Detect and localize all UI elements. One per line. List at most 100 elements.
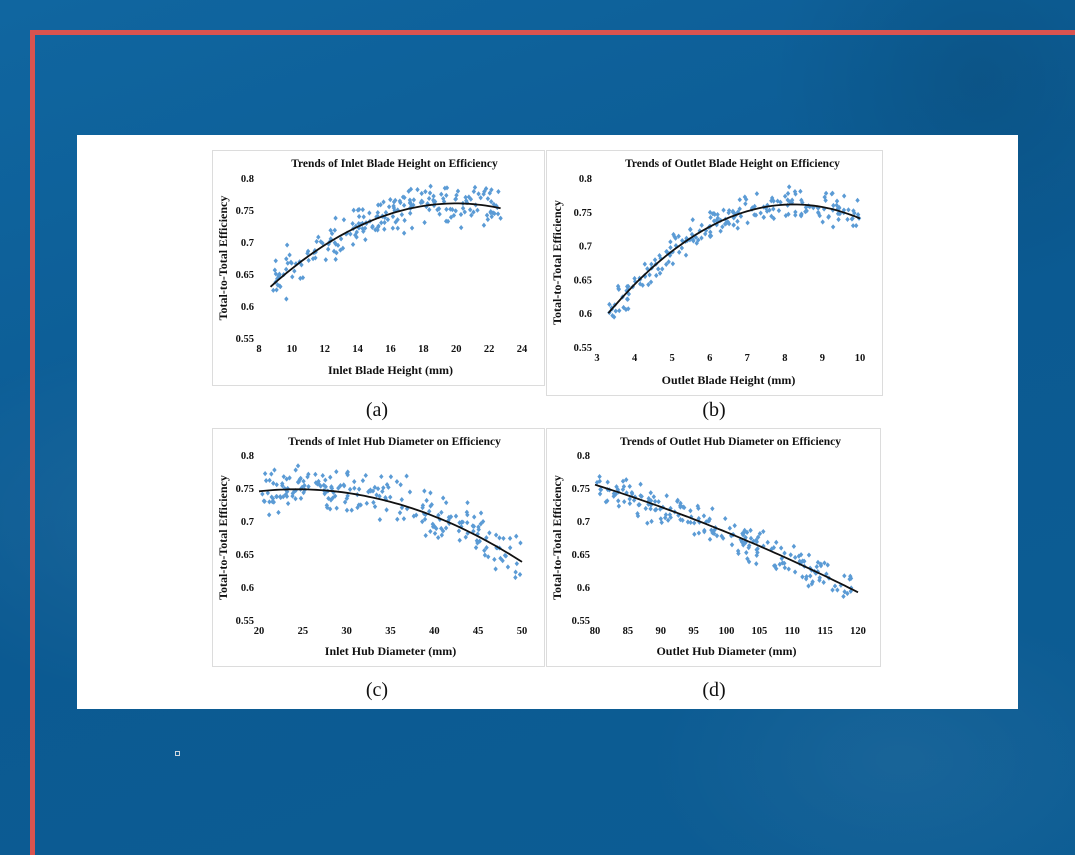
scatter-point — [659, 519, 664, 526]
scatter-point — [266, 512, 272, 518]
scatter-point — [514, 533, 519, 539]
scatter-point — [267, 477, 272, 483]
scatter-point — [492, 210, 497, 217]
scatter-point — [375, 224, 381, 230]
scatter-point — [456, 528, 462, 534]
scatter-point — [611, 493, 616, 499]
scatter-point — [333, 215, 338, 221]
scatter-point — [473, 544, 479, 551]
scatter-point — [388, 494, 393, 500]
x-tick-label: 22 — [484, 344, 495, 355]
scatter-point — [379, 220, 384, 226]
scatter-point — [328, 227, 333, 233]
scatter-point — [443, 500, 449, 506]
scatter-point — [458, 211, 464, 218]
scatter-point — [631, 497, 637, 503]
scatter-point — [792, 189, 798, 195]
scatter-point — [664, 493, 669, 499]
scatter-point — [648, 506, 653, 512]
scatter-point — [597, 491, 603, 497]
scatter-point — [265, 490, 271, 496]
scatter-point — [297, 476, 302, 482]
scatter-point — [276, 509, 281, 516]
scatter-point — [696, 530, 702, 536]
scatter-point — [823, 197, 828, 204]
scatter-point — [435, 207, 440, 213]
scatter-point — [462, 209, 467, 215]
y-tick-label: 0.75 — [236, 484, 254, 495]
scatter-point — [287, 252, 292, 258]
scatter-point — [711, 218, 717, 224]
scatter-point — [408, 210, 413, 216]
scatter-point — [437, 211, 442, 217]
y-tick-label: 0.55 — [574, 343, 592, 354]
chart-d: Trends of Outlet Hub Diameter on Efficie… — [550, 436, 866, 658]
caption-d: (d) — [702, 679, 726, 701]
scatter-point — [737, 197, 742, 203]
x-tick-label: 105 — [752, 626, 768, 637]
x-axis-label: Inlet Blade Height (mm) — [328, 363, 453, 377]
scatter-point — [466, 194, 472, 200]
scatter-point — [301, 478, 306, 484]
scatter-point — [333, 256, 338, 263]
scatter-point — [482, 552, 488, 558]
x-tick-label: 7 — [745, 353, 750, 364]
scatter-point — [692, 531, 697, 537]
scatter-point — [401, 516, 407, 522]
scatter-point — [352, 485, 357, 491]
scatter-point — [275, 282, 281, 288]
x-tick-label: 80 — [590, 626, 601, 637]
scatter-point — [848, 588, 853, 594]
scatter-point — [842, 573, 847, 579]
scatter-point — [354, 234, 359, 240]
x-tick-label: 120 — [850, 626, 866, 637]
scatter-point — [283, 491, 288, 498]
x-axis-label: Outlet Blade Height (mm) — [662, 373, 796, 387]
scatter-point — [627, 500, 633, 507]
scatter-point — [356, 206, 362, 213]
scatter-point — [718, 228, 723, 234]
scatter-point — [735, 218, 740, 224]
scatter-point — [708, 214, 713, 221]
y-tick-label: 0.7 — [579, 242, 592, 253]
y-tick-label: 0.55 — [236, 334, 254, 345]
scatter-point — [745, 220, 750, 226]
x-tick-label: 85 — [623, 626, 634, 637]
scatter-point — [332, 493, 338, 499]
scatter-point — [498, 555, 503, 561]
scatter-point — [654, 272, 659, 279]
scatter-point — [273, 258, 278, 264]
scatter-point — [807, 204, 812, 210]
scatter-point — [327, 506, 333, 512]
chart-title: Trends of Inlet Hub Diameter on Efficien… — [288, 436, 501, 448]
scatter-point — [491, 201, 497, 207]
scatter-point — [314, 238, 319, 245]
scatter-point — [696, 515, 701, 522]
scatter-point — [293, 467, 298, 473]
scatter-point — [597, 474, 602, 480]
scatter-point — [806, 583, 811, 589]
scatter-point — [383, 495, 388, 501]
scatter-point — [507, 545, 513, 551]
scatter-point — [391, 205, 397, 211]
y-tick-label: 0.75 — [236, 206, 254, 217]
scatter-point — [472, 184, 478, 190]
scatter-point — [305, 250, 310, 256]
scatter-point — [727, 525, 733, 531]
scatter-point — [487, 530, 492, 536]
scatter-point — [364, 500, 369, 506]
scatter-point — [841, 193, 847, 199]
scatter-point — [407, 200, 413, 206]
scatter-point — [374, 492, 379, 498]
scatter-point — [323, 257, 329, 263]
scatter-point — [274, 287, 279, 293]
scatter-point — [761, 214, 766, 220]
scatter-point — [791, 543, 797, 550]
scatter-point — [422, 516, 428, 522]
scatter-point — [754, 191, 760, 197]
scatter-point — [344, 507, 350, 513]
scatter-point — [616, 286, 621, 292]
scatter-point — [270, 499, 275, 505]
x-tick-label: 9 — [820, 353, 825, 364]
scatter-series — [607, 184, 862, 320]
